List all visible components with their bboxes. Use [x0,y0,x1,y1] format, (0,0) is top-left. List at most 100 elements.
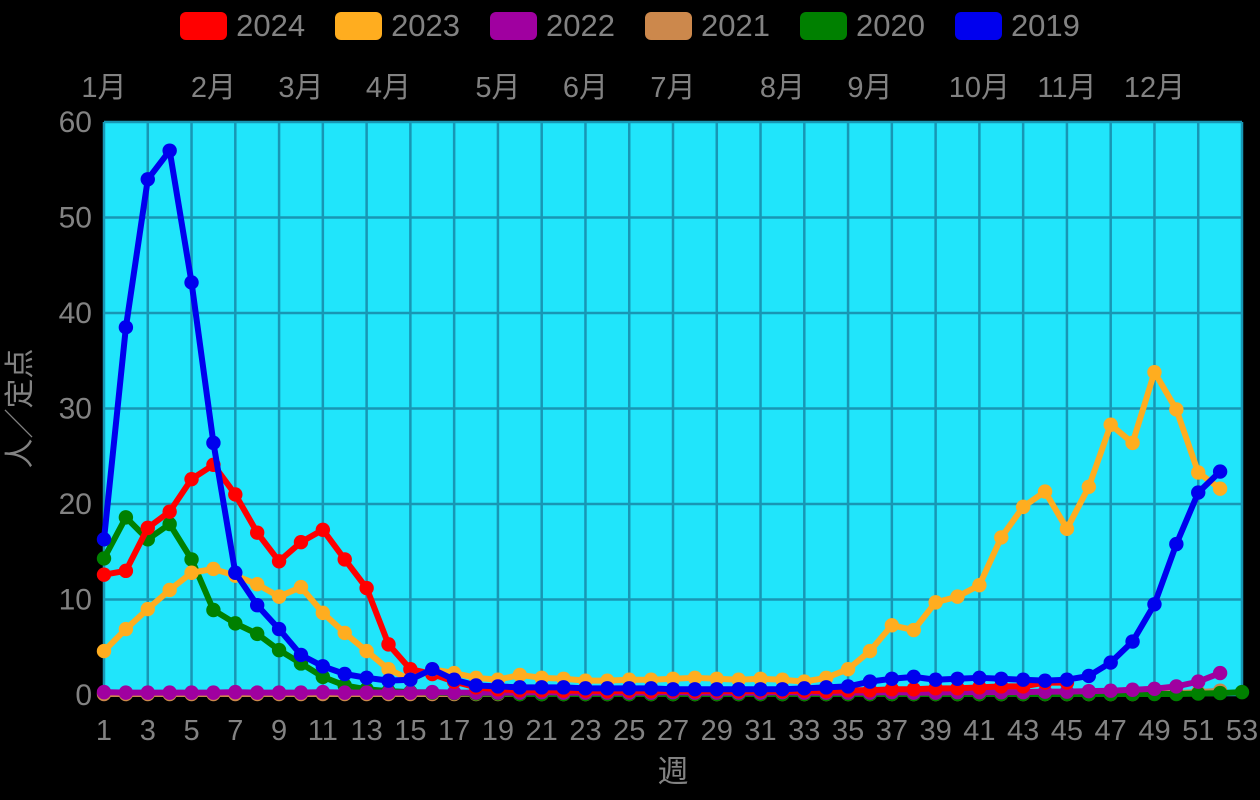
data-point-2023-w36 [862,643,878,659]
data-point-2024-w4 [162,504,177,519]
legend-item-2024: 2024 [180,10,305,41]
legend-swatch-2024 [180,11,228,40]
x-tick-label: 11 [308,715,338,747]
data-point-2020-w2 [118,510,134,525]
data-point-2020-w6 [206,602,221,618]
legend-item-2022: 2022 [490,10,615,41]
data-point-2019-w13 [359,670,374,686]
month-label: 5月 [475,72,520,104]
x-axis-title: 週 [658,754,689,789]
data-point-2024-w8 [249,525,265,540]
data-point-2023-w45 [1059,521,1075,537]
data-point-2022-w17 [446,685,462,700]
y-tick-label: 60 [59,106,92,139]
data-point-2022-w10 [293,685,309,700]
data-point-2020-w51 [1191,686,1206,701]
y-tick-label: 50 [59,202,92,235]
data-point-2024-w14 [381,637,396,652]
legend-label: 2023 [391,8,461,43]
data-point-2023-w4 [162,582,177,598]
data-point-2019-w40 [950,671,965,686]
data-point-2019-w37 [884,671,900,686]
data-point-2020-w7 [228,616,243,631]
data-point-2019-w18 [468,678,484,693]
data-point-2023-w2 [118,621,134,637]
data-point-2020-w9 [271,642,287,658]
x-tick-label: 37 [876,715,908,747]
data-point-2024-w1 [96,567,112,582]
data-point-2020-w1 [96,551,112,566]
x-tick-label: 51 [1182,715,1214,747]
legend-swatch-2022 [490,11,538,40]
data-point-2023-w6 [206,561,221,577]
data-point-2023-w50 [1169,402,1184,417]
data-point-2019-w33 [797,681,812,696]
data-point-2019-w41 [972,670,987,686]
data-point-2019-w46 [1081,668,1097,684]
data-point-2023-w3 [140,601,155,617]
data-point-2023-w37 [884,618,900,633]
data-point-2019-w42 [994,671,1009,686]
legend-swatch-2021 [645,11,692,40]
data-point-2023-w43 [1015,499,1031,515]
data-point-2019-w28 [687,682,703,697]
data-point-2020-w4 [162,516,177,532]
data-point-2023-w20 [512,667,528,683]
data-point-2023-w10 [293,579,309,595]
data-point-2023-w9 [271,589,287,604]
x-tick-label: 21 [526,715,558,747]
x-tick-label: 23 [569,715,601,747]
x-tick-label: 49 [1138,715,1170,747]
y-axis-ticks: 0 10 20 30 40 50 60 [59,106,92,712]
data-point-2019-w34 [818,680,834,695]
data-point-2024-w13 [359,580,374,596]
data-point-2023-w44 [1037,484,1053,499]
legend-item-2020: 2020 [799,10,925,41]
data-point-2019-w45 [1059,672,1075,687]
x-tick-label: 29 [701,715,733,747]
x-axis-ticks: 1 3 5 7 9 11 13 15 17 19 21 23 25 27 29 31 33 35 37 39 41 43 4… [96,715,1258,747]
data-point-2024-w37 [884,682,900,697]
data-point-2019-w32 [775,682,790,697]
month-label: 9月 [847,72,892,104]
x-tick-label: 35 [832,715,864,747]
data-point-2019-w36 [862,674,878,689]
data-point-2024-w5 [184,471,199,487]
month-label: 8月 [760,72,805,104]
legend-label: 2019 [1010,8,1080,43]
data-point-2023-w42 [994,530,1009,545]
data-point-2019-w20 [512,680,528,695]
data-point-2023-w5 [184,565,199,580]
data-point-2019-w38 [906,669,921,685]
data-point-2019-w47 [1103,655,1118,670]
data-point-2019-w25 [622,681,637,696]
data-point-2023-w52 [1212,481,1228,496]
data-point-2019-w22 [556,680,571,695]
data-point-2019-w49 [1147,597,1162,612]
x-tick-label: 9 [271,715,287,747]
month-label: 11月 [1037,72,1096,104]
data-point-2022-w6 [206,685,221,700]
y-tick-label: 0 [75,679,92,712]
data-point-2020-w11 [315,669,331,685]
data-point-2020-w5 [184,552,199,567]
data-point-2022-w4 [162,685,177,700]
data-point-2023-w11 [315,605,331,621]
data-point-2019-w6 [206,435,221,451]
data-point-2023-w46 [1081,479,1097,495]
data-point-2019-w52 [1212,464,1228,479]
data-point-2022-w8 [249,685,265,700]
data-point-2023-w1 [96,643,112,659]
data-point-2019-w4 [162,143,177,158]
data-point-2022-w9 [271,685,287,700]
month-label: 10月 [949,72,1010,104]
data-point-2019-w50 [1169,536,1184,552]
month-label: 12月 [1124,72,1185,104]
legend-label: 2024 [236,8,306,43]
x-tick-label: 43 [1007,715,1039,747]
data-point-2022-w16 [425,684,440,700]
data-point-2019-w48 [1125,634,1140,649]
x-tick-label: 41 [963,715,995,747]
y-tick-label: 20 [59,488,92,521]
x-tick-label: 45 [1051,715,1083,747]
